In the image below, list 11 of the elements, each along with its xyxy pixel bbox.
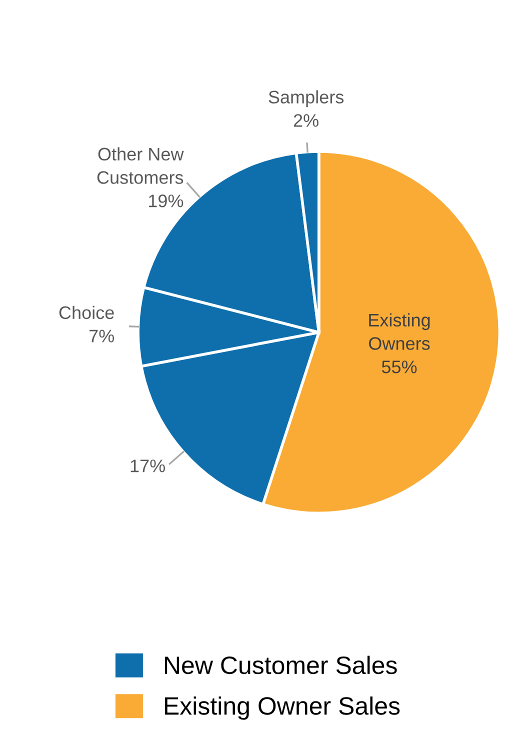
data-label: 55%: [382, 360, 417, 374]
slice-label: Other New Customers: [97, 147, 184, 184]
text: New Customer Sales: [165, 656, 397, 674]
data-label: 17%: [130, 460, 165, 472]
data-label: 2%: [294, 114, 318, 127]
data-label: 19%: [149, 194, 184, 208]
slice-label: Samplers: [268, 90, 344, 108]
slice-label: Choice: [59, 306, 114, 320]
text: Existing Owner Sales: [165, 696, 400, 720]
slice-label: Existing Owners: [369, 313, 430, 350]
data-label: 7%: [89, 330, 114, 342]
